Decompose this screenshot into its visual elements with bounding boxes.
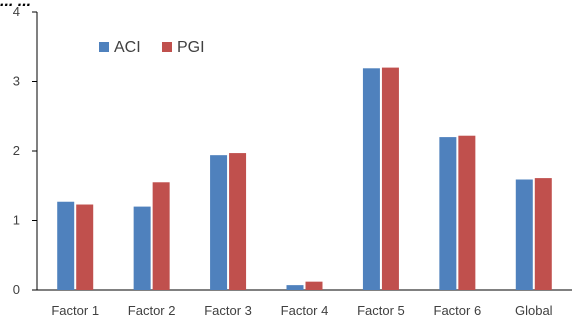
legend-swatch-aci bbox=[99, 42, 109, 52]
legend-swatch-pgi bbox=[162, 42, 172, 52]
x-tick-label: Factor 6 bbox=[434, 303, 482, 318]
bar-aci bbox=[515, 179, 533, 290]
x-tick-label: Factor 2 bbox=[128, 303, 176, 318]
bar-aci bbox=[133, 206, 151, 290]
bars bbox=[57, 67, 552, 290]
bar-aci bbox=[57, 201, 75, 290]
x-tick-label: Factor 3 bbox=[204, 303, 252, 318]
x-tick-label: Factor 1 bbox=[51, 303, 99, 318]
bar-aci bbox=[286, 285, 304, 290]
y-tick-label: 4 bbox=[13, 4, 20, 19]
bar-aci bbox=[210, 155, 228, 290]
bar-aci bbox=[362, 68, 380, 290]
x-axis: Factor 1 Factor 2 Factor 3 Factor 4 Factor 5… bbox=[37, 289, 572, 318]
bar-pgi bbox=[152, 182, 170, 290]
bar-pgi bbox=[305, 281, 323, 290]
y-tick-label: 3 bbox=[13, 74, 20, 89]
bar-pgi bbox=[381, 67, 399, 290]
legend: ACI PGI bbox=[99, 39, 205, 56]
chart-title: ... ... bbox=[0, 0, 31, 10]
y-tick-label: 0 bbox=[13, 282, 20, 297]
legend-label-aci: ACI bbox=[114, 39, 141, 56]
bar-pgi bbox=[76, 204, 94, 290]
x-tick-label: Factor 4 bbox=[281, 303, 329, 318]
bar-aci bbox=[439, 137, 457, 290]
y-tick-label: 1 bbox=[13, 213, 20, 228]
bar-pgi bbox=[458, 135, 476, 290]
y-axis: 0 1 2 3 4 bbox=[13, 4, 38, 297]
bar-pgi bbox=[534, 178, 552, 290]
x-tick-label: Factor 5 bbox=[357, 303, 405, 318]
legend-label-pgi: PGI bbox=[177, 39, 205, 56]
y-tick-label: 2 bbox=[13, 143, 20, 158]
x-tick-label: Global bbox=[515, 303, 553, 318]
bar-pgi bbox=[229, 153, 247, 290]
